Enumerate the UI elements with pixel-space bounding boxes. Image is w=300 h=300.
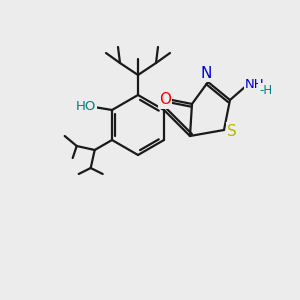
Text: S: S xyxy=(227,124,237,139)
Text: NH: NH xyxy=(245,77,265,91)
Text: HO: HO xyxy=(76,100,96,112)
Text: N: N xyxy=(200,65,212,80)
Text: -H: -H xyxy=(260,83,272,97)
Text: O: O xyxy=(159,92,171,107)
